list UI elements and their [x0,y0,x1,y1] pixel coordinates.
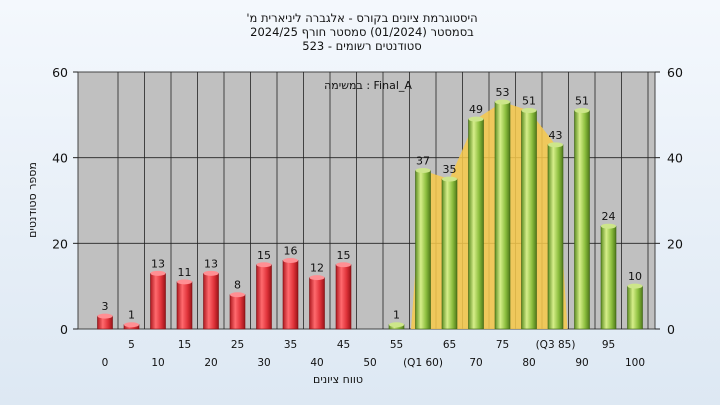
x-tick-label-lower: 100 [625,357,645,369]
bar-60 [415,170,431,330]
x-tick-label-lower: 90 [575,357,588,369]
y-tick-label-left: 20 [52,236,68,251]
bar-value-label-95: 24 [602,210,616,223]
bar-value-label-55: 1 [393,309,400,322]
bar-cap-65 [442,176,457,182]
x-axis-label: טווח ציונים [313,373,363,386]
bar-cap-45 [336,262,351,268]
bar-value-label-80: 51 [522,95,536,108]
y-tick-label-left: 0 [60,322,68,337]
annotation-label: במשימה : Final_A [324,79,412,92]
bar-value-label-0: 3 [102,300,109,313]
y-tick-label-right: 20 [667,236,683,251]
bar-cap-20 [203,270,219,276]
bar-20 [203,273,219,330]
bar-25 [229,294,246,330]
y-tick-label-right: 60 [667,65,683,80]
y-tick-label-left: 40 [52,151,68,166]
bar-cap-95 [601,223,616,229]
bar-cap-90 [574,108,590,114]
bar-cap-5 [124,322,139,328]
bar-30 [256,264,272,330]
bar-value-label-25: 8 [234,279,241,292]
bar-value-label-85: 43 [549,129,563,142]
bar-cap-75 [495,99,510,105]
x-tick-label-upper: 45 [337,339,350,351]
y-tick-label-left: 60 [52,65,68,80]
bar-cap-55 [389,322,404,328]
bar-value-label-40: 12 [310,262,324,275]
bar-85 [547,144,564,330]
bar-80 [521,110,537,330]
x-tick-label-lower: 40 [310,357,323,369]
bar-70 [468,118,484,330]
bar-value-label-90: 51 [575,95,589,108]
bar-75 [494,101,511,330]
chart-title-line-3: סטודנטים רשומים - 523 [302,39,421,53]
bar-cap-85 [548,142,563,148]
x-tick-label-upper: 5 [128,339,135,351]
bars-group: 3 1 13 11 13 8 15 16 12 15 1 37 35 49 53 51 43 51 24 10 [97,86,643,330]
chart-title-line-1: היסטוגרמת ציונים בקורס - אלגברה ליניארית… [246,11,477,25]
bar-cap-30 [256,262,272,268]
bar-cap-35 [283,257,298,263]
x-tick-label-upper: 65 [443,339,456,351]
bar-100 [627,285,643,330]
bar-95 [600,225,617,330]
bar-45 [335,264,352,330]
x-tick-label-lower: 50 [363,357,376,369]
bar-10 [150,273,166,330]
bar-value-label-70: 49 [469,103,483,116]
bar-cap-25 [230,292,245,298]
y-tick-label-right: 0 [667,322,675,337]
x-tick-label-lower: (Q1 60) [403,357,443,369]
chart-title-line-2: בסמסטר (01/2024) סמסטר חורף 2024/25 [250,25,474,39]
bar-cap-100 [627,283,643,289]
y-axis-label: מספר סטודנטים [26,162,39,238]
x-tick-label-upper: 35 [284,339,297,351]
bar-cap-60 [415,168,431,174]
bar-35 [282,260,299,330]
x-tick-label-lower: 30 [257,357,270,369]
bar-cap-40 [309,275,325,281]
bar-cap-80 [521,108,537,114]
bar-90 [574,110,590,330]
x-tick-label-upper: (Q3 85) [536,339,576,351]
x-tick-label-upper: 95 [602,339,615,351]
bar-value-label-5: 1 [128,309,135,322]
x-tick-label-lower: 0 [102,357,109,369]
bar-value-label-30: 15 [257,249,271,262]
axis-ticks: 0 0 20 20 40 40 60 60 0 10 20 30 40 50 (Q1 60) 70 80 90 10… [52,65,683,369]
x-tick-label-lower: 20 [204,357,217,369]
x-tick-label-upper: 25 [231,339,244,351]
bar-cap-70 [468,116,484,122]
bar-value-label-10: 13 [151,257,165,270]
bar-value-label-75: 53 [496,86,510,99]
bar-value-label-45: 15 [337,249,351,262]
bar-value-label-35: 16 [284,244,298,257]
bar-40 [309,277,325,330]
bar-value-label-60: 37 [416,155,430,168]
bar-value-label-65: 35 [443,163,457,176]
y-tick-label-right: 40 [667,151,683,166]
x-tick-label-upper: 15 [178,339,191,351]
x-tick-label-upper: 75 [496,339,509,351]
bar-cap-0 [97,313,113,319]
bar-cap-15 [177,279,192,285]
x-tick-label-lower: 70 [469,357,482,369]
bar-value-label-100: 10 [628,270,642,283]
bar-value-label-15: 11 [178,266,192,279]
bar-value-label-20: 13 [204,257,218,270]
bar-cap-10 [150,270,166,276]
x-tick-label-upper: 55 [390,339,403,351]
bar-15 [176,281,193,330]
x-tick-label-lower: 10 [151,357,164,369]
bar-65 [441,178,458,330]
x-tick-label-lower: 80 [522,357,535,369]
